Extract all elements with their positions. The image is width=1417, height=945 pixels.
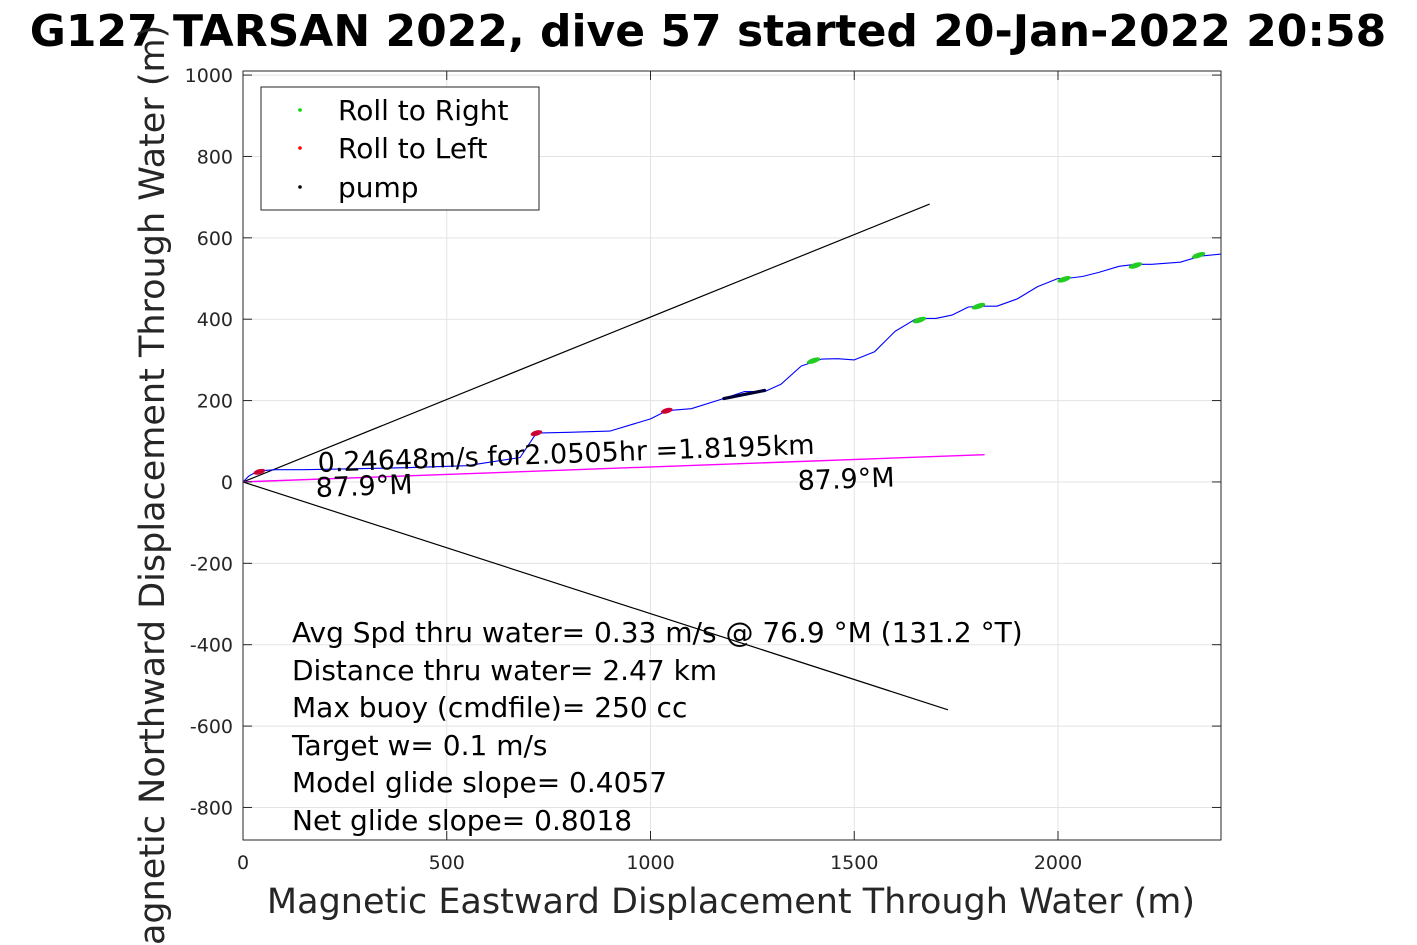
roll-right-point xyxy=(1057,276,1071,283)
y-tick-label: 200 xyxy=(197,391,233,413)
y-tick-labels: 1000 800 600 400 200 0 -200 -400 -600 -800 xyxy=(185,65,233,819)
x-tick-labels: 0 500 1000 1500 2000 xyxy=(237,852,1082,874)
stat-target-w: Target w= 0.1 m/s xyxy=(291,729,548,762)
current-heading-right: 87.9°M xyxy=(797,462,895,497)
roll-left-point xyxy=(660,407,673,414)
legend-marker-pump xyxy=(298,185,302,189)
y-tick-label: -400 xyxy=(190,635,233,657)
plot-frame xyxy=(242,70,1222,841)
x-tick-label: 1500 xyxy=(830,852,878,874)
roll-right-point xyxy=(971,302,986,310)
roll-right-point xyxy=(912,316,927,324)
roll-left-point xyxy=(253,468,266,475)
legend-marker-roll-right xyxy=(298,108,302,112)
x-tick-label: 500 xyxy=(429,852,465,874)
y-tick-label: 0 xyxy=(221,472,233,494)
pump-segment xyxy=(722,388,767,401)
roll-left-point xyxy=(530,430,543,437)
stat-distance: Distance thru water= 2.47 km xyxy=(292,654,717,687)
stats-block: Avg Spd thru water= 0.33 m/s @ 76.9 °M (… xyxy=(291,616,1023,837)
x-tick-label: 2000 xyxy=(1034,852,1082,874)
x-tick-label: 0 xyxy=(237,852,249,874)
y-tick-label: 600 xyxy=(197,228,233,250)
envelope-lines xyxy=(243,203,949,711)
roll-right-point xyxy=(1191,252,1206,259)
legend-box xyxy=(260,86,540,211)
stat-net-glide: Net glide slope= 0.8018 xyxy=(292,804,632,837)
chart-title: G127 TARSAN 2022, dive 57 started 20-Jan… xyxy=(30,6,1386,57)
y-tick-label: 800 xyxy=(197,146,233,168)
legend-label-pump: pump xyxy=(338,171,419,204)
y-tick-label: -600 xyxy=(190,716,233,738)
roll-right-point xyxy=(806,357,821,364)
y-tick-label: 1000 xyxy=(185,65,233,87)
roll-right-point xyxy=(1128,262,1143,269)
roll-markers xyxy=(253,252,1206,475)
x-tick-label: 1000 xyxy=(626,852,674,874)
y-tick-label: -200 xyxy=(190,553,233,575)
y-tick-label: -800 xyxy=(190,797,233,819)
y-axis-label: Magnetic Northward Displacement Through … xyxy=(133,25,173,945)
envelope-line xyxy=(243,203,930,483)
series-lines xyxy=(243,253,1221,483)
x-axis-label: Magnetic Eastward Displacement Through W… xyxy=(267,882,1195,922)
legend: Roll to Right Roll to Left pump xyxy=(260,86,540,211)
stat-avg-speed: Avg Spd thru water= 0.33 m/s @ 76.9 °M (… xyxy=(292,616,1023,649)
envelope-line xyxy=(243,481,949,711)
y-tick-label: 400 xyxy=(197,309,233,331)
axis-ticks xyxy=(242,71,1221,840)
series-track xyxy=(243,253,1221,483)
legend-marker-roll-left xyxy=(298,146,302,150)
series-average-current xyxy=(243,454,985,483)
stat-max-buoy: Max buoy (cmdfile)= 250 cc xyxy=(292,691,687,724)
legend-label-roll-left: Roll to Left xyxy=(338,132,487,165)
stat-model-glide: Model glide slope= 0.4057 xyxy=(292,766,667,799)
grid xyxy=(242,71,1221,840)
legend-label-roll-right: Roll to Right xyxy=(338,94,509,127)
current-heading-left: 87.9°M xyxy=(315,469,413,504)
